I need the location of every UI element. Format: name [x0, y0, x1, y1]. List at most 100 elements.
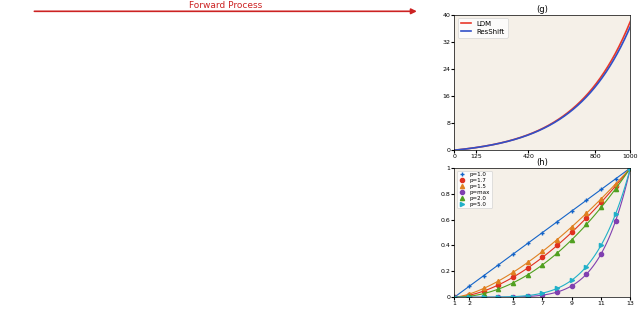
p=5.0 [524, 294, 532, 297]
p=max [524, 295, 532, 298]
p=1.5 [539, 250, 547, 254]
p=1.7 [627, 166, 634, 170]
ResShift [468, 146, 476, 150]
Text: Forward Process: Forward Process [189, 1, 262, 10]
p=1.0 [480, 274, 488, 277]
p=1.5 [582, 211, 590, 215]
Title: (g): (g) [536, 5, 548, 14]
p=1.5 [612, 182, 620, 186]
p=5.0 [465, 295, 473, 299]
p=1.0 [568, 209, 575, 213]
p=5.0 [627, 166, 634, 170]
p=5.0 [582, 265, 590, 268]
p=1.7 [509, 275, 517, 279]
p=2.0 [627, 166, 634, 170]
Legend: p=1.0, p=1.7, p=1.5, p=max, p=2.0, p=5.0: p=1.0, p=1.7, p=1.5, p=max, p=2.0, p=5.0 [457, 171, 492, 208]
p=1.7 [495, 283, 502, 287]
Line: ResShift: ResShift [454, 26, 630, 150]
p=1.0 [582, 198, 590, 202]
p=5.0 [480, 295, 488, 299]
p=2.0 [597, 205, 605, 209]
p=2.0 [495, 287, 502, 291]
Title: (h): (h) [536, 158, 548, 167]
p=1.5 [451, 295, 458, 299]
Line: p=max: p=max [452, 166, 632, 299]
p=1.5 [627, 166, 634, 170]
p=1.7 [582, 216, 590, 220]
p=5.0 [612, 212, 620, 215]
Line: p=1.5: p=1.5 [452, 166, 632, 299]
p=1.7 [539, 255, 547, 259]
Line: p=2.0: p=2.0 [452, 166, 632, 299]
Line: p=5.0: p=5.0 [452, 166, 632, 299]
p=1.0 [509, 252, 517, 256]
LDM [627, 19, 634, 23]
p=5.0 [597, 243, 605, 247]
p=2.0 [480, 292, 488, 296]
p=5.0 [568, 278, 575, 282]
p=max [465, 295, 473, 299]
p=max [509, 295, 517, 299]
p=2.0 [568, 238, 575, 242]
p=max [553, 290, 561, 294]
p=max [582, 272, 590, 276]
p=2.0 [612, 187, 620, 191]
p=1.0 [612, 177, 620, 181]
ResShift [528, 131, 536, 135]
p=1.7 [597, 201, 605, 204]
p=5.0 [539, 291, 547, 295]
Line: p=1.0: p=1.0 [452, 166, 632, 299]
ResShift [588, 89, 595, 93]
Legend: LDM, ResShift: LDM, ResShift [458, 18, 508, 38]
p=1.0 [451, 295, 458, 299]
p=1.7 [553, 244, 561, 247]
p=5.0 [451, 295, 458, 299]
p=max [539, 293, 547, 297]
ResShift [522, 134, 529, 138]
p=1.7 [451, 295, 458, 299]
p=2.0 [582, 223, 590, 226]
p=max [495, 295, 502, 299]
p=1.0 [539, 231, 547, 234]
ResShift [451, 148, 458, 152]
p=1.0 [553, 220, 561, 224]
LDM [522, 134, 529, 138]
p=1.7 [568, 230, 575, 234]
LDM [591, 83, 598, 87]
p=1.5 [553, 238, 561, 242]
p=1.5 [465, 292, 473, 296]
p=1.7 [524, 266, 532, 270]
Line: p=1.7: p=1.7 [452, 166, 632, 299]
p=2.0 [451, 295, 458, 299]
p=2.0 [539, 263, 547, 267]
p=5.0 [495, 295, 502, 299]
p=max [568, 284, 575, 288]
p=1.5 [524, 260, 532, 264]
p=2.0 [553, 251, 561, 255]
p=1.7 [612, 184, 620, 188]
p=max [597, 252, 605, 256]
p=max [480, 295, 488, 299]
p=1.5 [495, 279, 502, 283]
p=max [627, 166, 634, 170]
LDM [572, 104, 579, 108]
p=5.0 [509, 295, 517, 298]
ResShift [591, 85, 598, 89]
LDM [588, 87, 595, 91]
p=5.0 [553, 287, 561, 290]
p=2.0 [509, 281, 517, 285]
p=1.0 [465, 285, 473, 288]
p=1.0 [495, 263, 502, 267]
p=1.7 [480, 289, 488, 293]
p=1.0 [597, 188, 605, 192]
p=2.0 [524, 273, 532, 277]
p=1.7 [465, 293, 473, 297]
p=max [612, 219, 620, 223]
Line: LDM: LDM [454, 21, 630, 150]
ResShift [627, 25, 634, 28]
p=1.5 [480, 287, 488, 290]
ResShift [572, 106, 579, 109]
p=2.0 [465, 294, 473, 298]
p=1.5 [509, 270, 517, 274]
p=1.5 [568, 225, 575, 229]
